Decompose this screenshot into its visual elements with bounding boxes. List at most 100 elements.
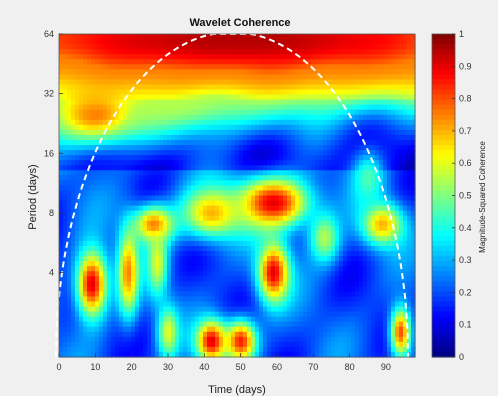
heatmap-cell bbox=[207, 326, 212, 333]
heatmap-cell bbox=[315, 129, 320, 136]
heatmap-cell bbox=[87, 271, 92, 277]
heatmap-cell bbox=[95, 114, 100, 121]
heatmap-cell bbox=[67, 266, 72, 272]
heatmap-cell bbox=[283, 124, 288, 131]
heatmap-cell bbox=[191, 175, 196, 181]
heatmap-cell bbox=[87, 39, 92, 45]
heatmap-cell bbox=[67, 59, 72, 65]
heatmap-cell bbox=[163, 109, 168, 116]
heatmap-cell bbox=[111, 286, 116, 292]
heatmap-cell bbox=[291, 150, 296, 156]
heatmap-cell bbox=[339, 114, 344, 121]
heatmap-cell bbox=[287, 326, 292, 333]
heatmap-cell bbox=[351, 225, 356, 232]
heatmap-cell bbox=[71, 145, 76, 151]
heatmap-cell bbox=[255, 331, 260, 338]
heatmap-cell bbox=[291, 69, 296, 75]
heatmap-cell bbox=[335, 89, 340, 96]
heatmap-cell bbox=[75, 230, 80, 237]
heatmap-cell bbox=[131, 165, 136, 171]
heatmap-cell bbox=[95, 245, 100, 252]
heatmap-cell bbox=[79, 165, 84, 171]
heatmap-cell bbox=[211, 155, 216, 161]
heatmap-cell bbox=[67, 190, 72, 197]
heatmap-cell bbox=[59, 190, 64, 197]
heatmap-cell bbox=[195, 109, 200, 116]
heatmap-cell bbox=[307, 225, 312, 232]
heatmap-cell bbox=[139, 346, 144, 353]
heatmap-cell bbox=[199, 89, 204, 96]
heatmap-cell bbox=[83, 79, 88, 86]
heatmap-cell bbox=[103, 210, 108, 217]
heatmap-cell bbox=[203, 240, 208, 247]
heatmap-cell bbox=[303, 155, 308, 161]
heatmap-cell bbox=[171, 256, 176, 262]
heatmap-cell bbox=[335, 99, 340, 106]
heatmap-cell bbox=[163, 306, 168, 313]
heatmap-cell bbox=[339, 311, 344, 318]
heatmap-cell bbox=[203, 139, 208, 146]
heatmap-cell bbox=[299, 180, 304, 187]
heatmap-cell bbox=[207, 256, 212, 262]
heatmap-cell bbox=[315, 306, 320, 313]
heatmap-cell bbox=[179, 79, 184, 86]
heatmap-cell bbox=[163, 261, 168, 267]
heatmap-cell bbox=[195, 316, 200, 323]
heatmap-cell bbox=[287, 54, 292, 60]
heatmap-cell bbox=[143, 109, 148, 116]
heatmap-cell bbox=[351, 180, 356, 187]
heatmap-cell bbox=[111, 59, 116, 65]
heatmap-cell bbox=[219, 129, 224, 136]
heatmap-cell bbox=[363, 346, 368, 353]
heatmap-cell bbox=[135, 306, 140, 313]
heatmap-cell bbox=[147, 281, 152, 287]
heatmap-cell bbox=[343, 34, 348, 40]
heatmap-cell bbox=[251, 74, 256, 81]
heatmap-cell bbox=[327, 225, 332, 232]
heatmap-cell bbox=[339, 39, 344, 45]
heatmap-cell bbox=[279, 94, 284, 101]
heatmap-cell bbox=[263, 251, 268, 257]
heatmap-cell bbox=[247, 44, 252, 50]
heatmap-cell bbox=[259, 139, 264, 146]
heatmap-cell bbox=[115, 205, 120, 212]
heatmap-cell bbox=[71, 160, 76, 166]
heatmap-cell bbox=[339, 150, 344, 156]
heatmap-cell bbox=[67, 129, 72, 136]
heatmap-cell bbox=[331, 220, 336, 227]
heatmap-cell bbox=[155, 256, 160, 262]
heatmap-cell bbox=[279, 64, 284, 70]
heatmap-cell bbox=[227, 190, 232, 197]
heatmap-cell bbox=[263, 336, 268, 343]
heatmap-cell bbox=[199, 200, 204, 207]
heatmap-cell bbox=[167, 286, 172, 292]
heatmap-cell bbox=[343, 331, 348, 338]
heatmap-cell bbox=[211, 114, 216, 121]
heatmap-cell bbox=[303, 230, 308, 237]
heatmap-cell bbox=[79, 291, 84, 298]
heatmap-cell bbox=[203, 346, 208, 353]
heatmap-cell bbox=[179, 150, 184, 156]
heatmap-cell bbox=[243, 296, 248, 303]
heatmap-cell bbox=[315, 180, 320, 187]
heatmap-cell bbox=[131, 245, 136, 252]
heatmap-cell bbox=[151, 155, 156, 161]
heatmap-cell bbox=[91, 311, 96, 318]
heatmap-cell bbox=[143, 104, 148, 111]
heatmap-cell bbox=[239, 291, 244, 298]
heatmap-cell bbox=[71, 321, 76, 328]
heatmap-cell bbox=[359, 281, 364, 287]
heatmap-cell bbox=[115, 210, 120, 217]
heatmap-cell bbox=[91, 69, 96, 75]
heatmap-cell bbox=[143, 266, 148, 272]
heatmap-cell bbox=[119, 150, 124, 156]
heatmap-cell bbox=[363, 119, 368, 126]
heatmap-cell bbox=[163, 155, 168, 161]
heatmap-cell bbox=[111, 160, 116, 166]
heatmap-cell bbox=[103, 175, 108, 181]
heatmap-cell bbox=[355, 49, 360, 55]
heatmap-cell bbox=[235, 210, 240, 217]
heatmap-cell bbox=[163, 210, 168, 217]
heatmap-cell bbox=[351, 160, 356, 166]
heatmap-cell bbox=[87, 79, 92, 86]
